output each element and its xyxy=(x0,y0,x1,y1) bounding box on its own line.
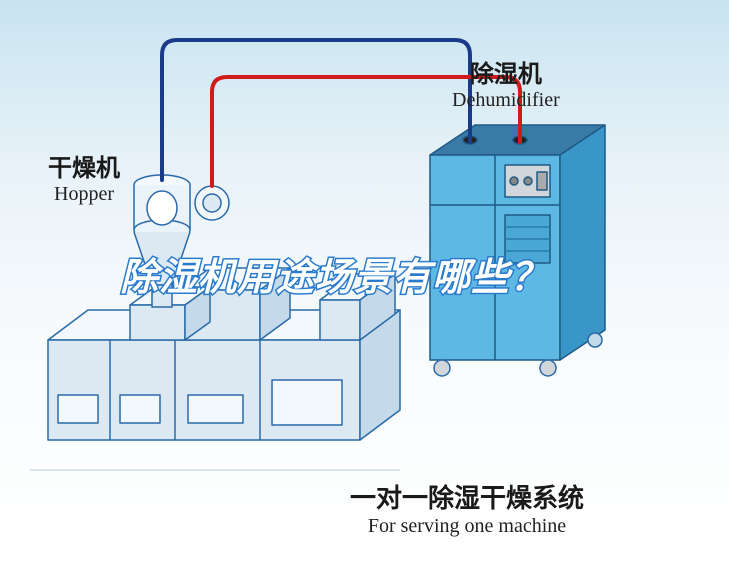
pipe-blue xyxy=(162,40,470,180)
hopper-label: 干燥机 Hopper xyxy=(48,148,120,206)
overlay-headline: 除湿机用途场景有哪些？ xyxy=(120,246,549,301)
dehumidifier-label: 除湿机 Dehumidifier xyxy=(452,54,560,112)
dehumidifier-label-en: Dehumidifier xyxy=(452,89,560,112)
diagram-stage: 干燥机 Hopper 除湿机 Dehumidifier 一对一除湿干燥系统 Fo… xyxy=(0,0,729,561)
hopper-label-cn: 干燥机 xyxy=(48,148,120,183)
system-label-cn: 一对一除湿干燥系统 xyxy=(350,478,584,515)
system-label: 一对一除湿干燥系统 For serving one machine xyxy=(350,478,584,538)
system-label-en: For serving one machine xyxy=(350,515,584,538)
dehumidifier-label-cn: 除湿机 xyxy=(452,54,560,89)
hopper-label-en: Hopper xyxy=(48,183,120,206)
